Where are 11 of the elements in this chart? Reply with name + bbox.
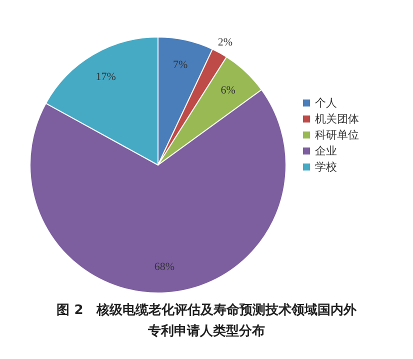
data-label: 7%	[173, 59, 188, 72]
legend-label: 科研单位	[315, 128, 359, 142]
data-label: 68%	[154, 261, 175, 274]
legend-label: 个人	[315, 96, 337, 110]
data-label: 6%	[220, 84, 236, 96]
text: 图 2 核级电缆老化评估及寿命预测技术领域国内外专利申请人类型分布	[56, 302, 358, 339]
legend-label: 机关团体	[315, 112, 359, 126]
legend-label: 企业	[315, 144, 337, 158]
data-label: 2%	[218, 36, 233, 49]
data-label: 17%	[96, 70, 116, 83]
legend-label: 学校	[315, 160, 337, 174]
